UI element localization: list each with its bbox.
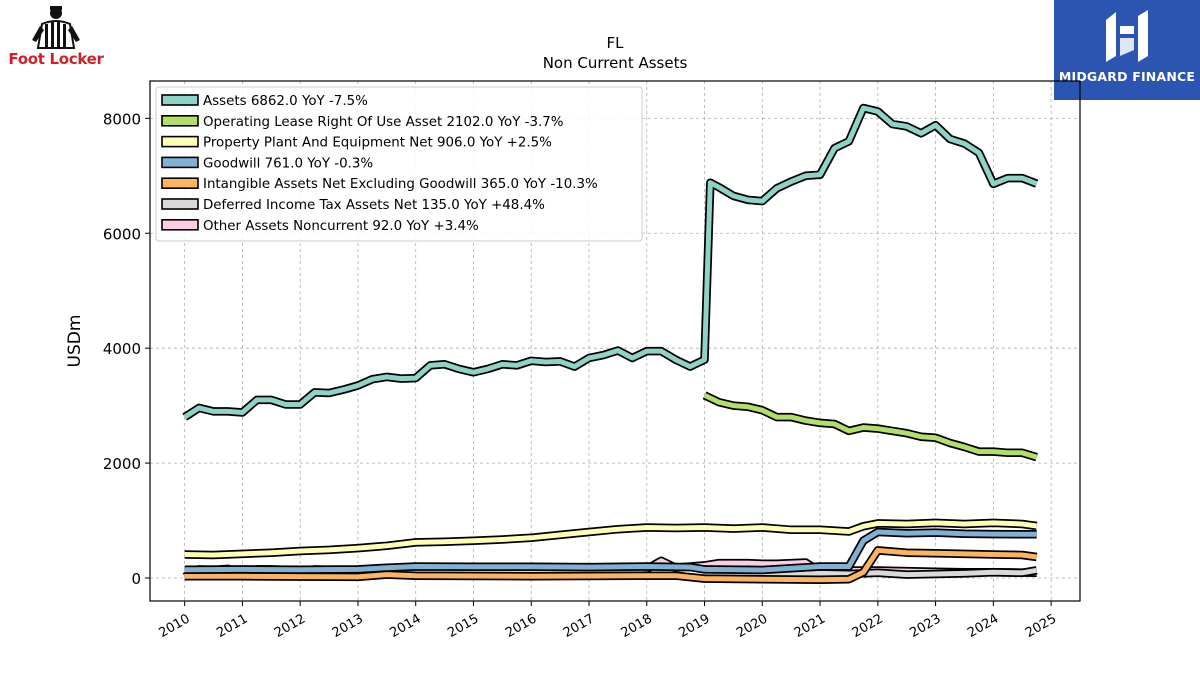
midgard-finance-logo: MIDGARD FINANCE bbox=[1054, 0, 1200, 100]
legend-item: Assets 6862.0 YoY -7.5% bbox=[161, 94, 368, 109]
x-tick-label: 2016 bbox=[503, 611, 539, 641]
y-tick-label: 8000 bbox=[103, 110, 141, 128]
series-line bbox=[184, 546, 1038, 584]
legend-item: Operating Lease Right Of Use Asset 2102.… bbox=[161, 115, 564, 130]
x-tick-label: 2018 bbox=[619, 611, 655, 641]
midgard-emblem-icon bbox=[1106, 10, 1148, 62]
x-tick-label: 2021 bbox=[792, 611, 828, 641]
legend-swatch bbox=[161, 135, 199, 148]
x-tick-label: 2011 bbox=[214, 611, 250, 641]
legend-label: Operating Lease Right Of Use Asset 2102.… bbox=[203, 115, 564, 130]
series-line-stroke bbox=[184, 529, 1037, 573]
y-tick-label: 0 bbox=[131, 570, 141, 588]
series-line bbox=[702, 391, 1038, 462]
legend-label: Intangible Assets Net Excluding Goodwill… bbox=[203, 177, 598, 192]
legend-label: Deferred Income Tax Assets Net 135.0 YoY… bbox=[203, 198, 545, 213]
y-tick-label: 4000 bbox=[103, 340, 141, 358]
y-axis-label: USDm bbox=[65, 315, 85, 368]
legend-item: Other Assets Noncurrent 92.0 YoY +3.4% bbox=[161, 219, 479, 234]
legend-item: Property Plant And Equipment Net 906.0 Y… bbox=[161, 135, 552, 151]
legend-item: Goodwill 761.0 YoY -0.3% bbox=[161, 156, 373, 171]
series-line bbox=[184, 518, 1038, 560]
legend-swatch bbox=[161, 219, 199, 231]
x-tick-label: 2024 bbox=[965, 611, 1001, 641]
chart-subtitle: Non Current Assets bbox=[543, 54, 688, 72]
series-line-stroke bbox=[703, 393, 1038, 460]
foot-locker-wordmark: Foot Locker bbox=[8, 50, 104, 68]
legend-label: Assets 6862.0 YoY -7.5% bbox=[203, 94, 368, 109]
midgard-finance-wordmark: MIDGARD FINANCE bbox=[1058, 69, 1196, 84]
foot-locker-logo: Foot Locker bbox=[4, 4, 108, 70]
series-line-stroke bbox=[183, 105, 1038, 420]
legend-swatch bbox=[161, 177, 199, 189]
legend-swatch bbox=[161, 115, 199, 127]
x-tick-label: 2022 bbox=[850, 611, 886, 641]
series-lines bbox=[182, 103, 1039, 584]
legend-label: Goodwill 761.0 YoY -0.3% bbox=[203, 156, 373, 171]
x-tick-label: 2019 bbox=[676, 611, 712, 641]
chart-title: FL bbox=[607, 34, 625, 52]
series-line-stroke bbox=[184, 520, 1038, 558]
legend: Assets 6862.0 YoY -7.5% Operating Lease R… bbox=[155, 86, 643, 242]
x-tick-label: 2013 bbox=[330, 611, 366, 641]
x-tick-label: 2010 bbox=[156, 611, 192, 641]
y-tick-label: 6000 bbox=[103, 225, 141, 243]
x-tick-label: 2017 bbox=[561, 611, 597, 641]
legend-swatch bbox=[161, 156, 199, 169]
legend-label: Property Plant And Equipment Net 906.0 Y… bbox=[203, 136, 552, 151]
referee-icon bbox=[32, 6, 80, 49]
x-tick-label: 2023 bbox=[907, 611, 943, 641]
legend-label: Other Assets Noncurrent 92.0 YoY +3.4% bbox=[203, 219, 479, 234]
series-line-stroke bbox=[184, 547, 1038, 583]
legend-item: Deferred Income Tax Assets Net 135.0 YoY… bbox=[161, 198, 545, 213]
plot-frame bbox=[149, 80, 1081, 602]
series-line bbox=[182, 103, 1039, 421]
legend-box bbox=[155, 86, 643, 242]
x-tick-label: 2015 bbox=[445, 611, 481, 641]
x-tick-label: 2025 bbox=[1023, 611, 1059, 641]
series-line bbox=[184, 527, 1037, 575]
x-tick-label: 2012 bbox=[272, 611, 308, 641]
y-tick-label: 2000 bbox=[103, 455, 141, 473]
legend-swatch bbox=[161, 94, 199, 106]
legend-item: Intangible Assets Net Excluding Goodwill… bbox=[161, 177, 598, 192]
legend-swatch bbox=[161, 198, 199, 210]
x-tick-label: 2020 bbox=[734, 611, 770, 641]
x-tick-label: 2014 bbox=[388, 611, 424, 641]
